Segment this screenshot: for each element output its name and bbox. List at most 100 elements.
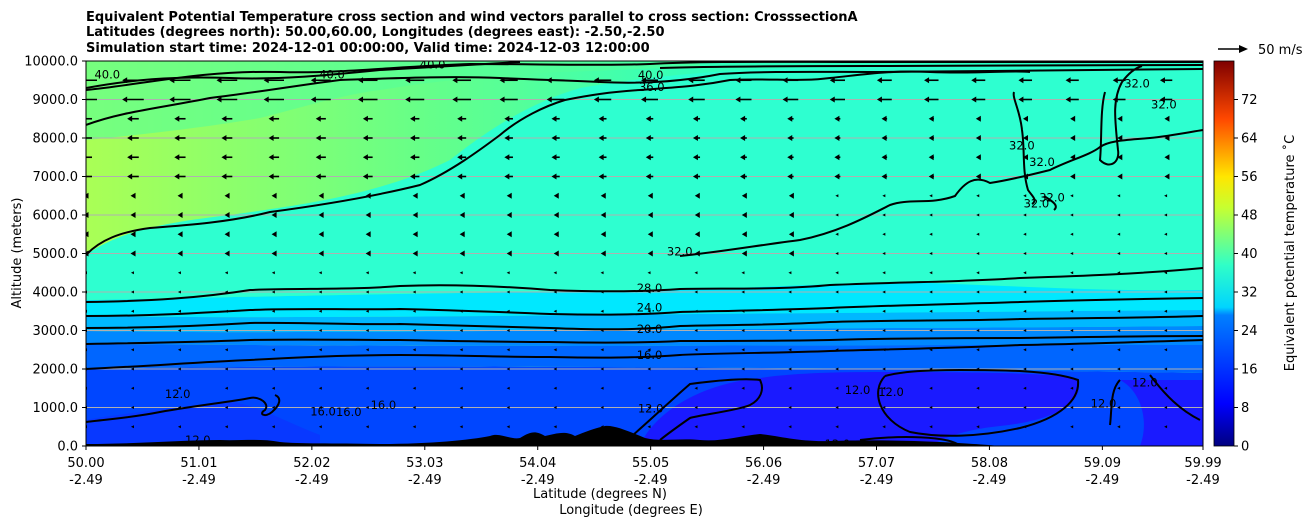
wind-vector-head bbox=[412, 192, 418, 199]
wind-vector-head bbox=[130, 290, 134, 294]
colorbar-label: Equivalent potential temperature ˚C bbox=[1282, 135, 1298, 371]
wind-vector-head bbox=[318, 406, 322, 409]
wind-vector-head bbox=[829, 77, 835, 84]
wind-vector-head bbox=[692, 135, 698, 141]
contour-label: 12.0 bbox=[1132, 375, 1158, 389]
wind-vector-head bbox=[506, 348, 510, 352]
wind-vector-head bbox=[694, 192, 700, 199]
wind-vector-head bbox=[122, 77, 128, 84]
wind-vector-head bbox=[499, 77, 505, 84]
contour-36-upper bbox=[659, 64, 1203, 69]
wind-vectors bbox=[75, 77, 1173, 429]
wind-vector-head bbox=[362, 135, 368, 141]
wind-vector-head bbox=[459, 386, 463, 390]
wind-vector-head bbox=[1022, 173, 1028, 180]
wind-vector-head bbox=[593, 77, 599, 84]
wind-vector-head bbox=[553, 425, 557, 429]
contour-12-left bbox=[86, 394, 281, 423]
colorbar-tick-label: 32 bbox=[1241, 286, 1258, 301]
wind-vector-head bbox=[835, 290, 839, 294]
wind-vector-head bbox=[412, 425, 416, 429]
wind-vector-head bbox=[1164, 115, 1170, 122]
wind-vector-head bbox=[882, 309, 886, 313]
y-tick-label: 9000.0 bbox=[33, 93, 79, 108]
wind-vector-head bbox=[1164, 309, 1168, 313]
wind-vector-head bbox=[318, 212, 324, 218]
wind-vector-head bbox=[504, 135, 510, 141]
wind-vector-head bbox=[835, 213, 839, 217]
wind-vector-head bbox=[130, 212, 136, 218]
wind-vector-head bbox=[741, 386, 745, 390]
wind-vector-head bbox=[177, 348, 181, 352]
contour-lines bbox=[86, 61, 1203, 446]
wind-vector-head bbox=[1117, 329, 1121, 332]
wind-vector-head bbox=[177, 425, 181, 429]
colorbar: 0 8 16 24 32 40 48 56 64 72 Equivalent potential … bbox=[1213, 60, 1298, 455]
wind-vector-head bbox=[788, 386, 792, 390]
wind-vector-head bbox=[1022, 135, 1028, 141]
wind-vector-head bbox=[882, 213, 886, 217]
wind-vector-head bbox=[271, 406, 275, 409]
wind-vector-head bbox=[788, 271, 792, 275]
wind-vector-head bbox=[452, 77, 458, 84]
wind-vector-head bbox=[365, 271, 369, 275]
wind-vector-head bbox=[1023, 386, 1027, 390]
wind-vector-head bbox=[365, 386, 369, 390]
wind-vector-head bbox=[975, 154, 981, 161]
wind-vector-head bbox=[1022, 115, 1028, 122]
wind-vector-head bbox=[882, 271, 886, 275]
wind-vector-head bbox=[506, 406, 510, 409]
wind-vector-head bbox=[881, 173, 887, 180]
contour-label: 12.0 bbox=[1091, 397, 1117, 411]
contour-32-lower bbox=[679, 129, 1203, 257]
wind-vector-head bbox=[694, 212, 700, 218]
contour-40 bbox=[86, 61, 521, 89]
wind-vector-head bbox=[318, 367, 322, 371]
wind-vector-head bbox=[318, 231, 324, 238]
wind-vector-head bbox=[365, 329, 369, 332]
wind-vector-head bbox=[782, 96, 788, 103]
wind-vector-head bbox=[365, 212, 371, 218]
contour-12-center bbox=[619, 378, 763, 446]
wind-vector-head bbox=[1022, 154, 1028, 161]
x-tick-label-lat: 54.04 bbox=[519, 456, 556, 471]
wind-vector-head bbox=[1164, 213, 1168, 217]
wind-vector-head bbox=[224, 290, 228, 294]
wind-vector-head bbox=[1164, 154, 1170, 161]
wind-vector-head bbox=[741, 290, 745, 294]
x-tick-label-lon: -2.49 bbox=[860, 473, 894, 488]
wind-vector-head bbox=[310, 77, 316, 84]
wind-vector-head bbox=[221, 135, 227, 141]
wind-vector-head bbox=[835, 309, 839, 313]
wind-vector-head bbox=[1117, 154, 1123, 161]
wind-vector-head bbox=[694, 231, 700, 238]
wind-vector-head bbox=[1023, 367, 1027, 371]
wind-vector-head bbox=[224, 386, 228, 390]
y-tick-label: 2000.0 bbox=[33, 363, 79, 378]
wind-vector-head bbox=[741, 212, 747, 218]
wind-vector-head bbox=[506, 231, 512, 238]
wind-vector-head bbox=[740, 154, 746, 161]
wind-vector-head bbox=[694, 386, 698, 390]
wind-vector-head bbox=[788, 329, 792, 332]
wind-vector-head bbox=[740, 115, 746, 122]
wind-vector-head bbox=[741, 425, 745, 429]
y-tick-label: 6000.0 bbox=[33, 209, 79, 224]
wind-vector-head bbox=[645, 154, 651, 161]
wind-vector-head bbox=[506, 425, 510, 429]
contour-12-far-right bbox=[1149, 374, 1201, 421]
wind-vector-head bbox=[1164, 173, 1170, 180]
wind-vector-head bbox=[553, 309, 557, 313]
wind-vector-head bbox=[600, 348, 604, 352]
wind-vector-head bbox=[553, 290, 557, 294]
wind-vector-head bbox=[647, 367, 651, 371]
wind-vector-head bbox=[741, 329, 745, 332]
wind-vector-head bbox=[177, 367, 181, 371]
contour-label: 20.0 bbox=[637, 322, 663, 336]
wind-vector-head bbox=[645, 115, 651, 122]
x-tick-label-lat: 56.06 bbox=[745, 456, 782, 471]
wind-vector-head bbox=[75, 77, 80, 83]
wind-vector-head bbox=[1023, 406, 1027, 409]
wind-vector-head bbox=[1117, 290, 1121, 294]
wind-vector-head bbox=[929, 329, 933, 332]
